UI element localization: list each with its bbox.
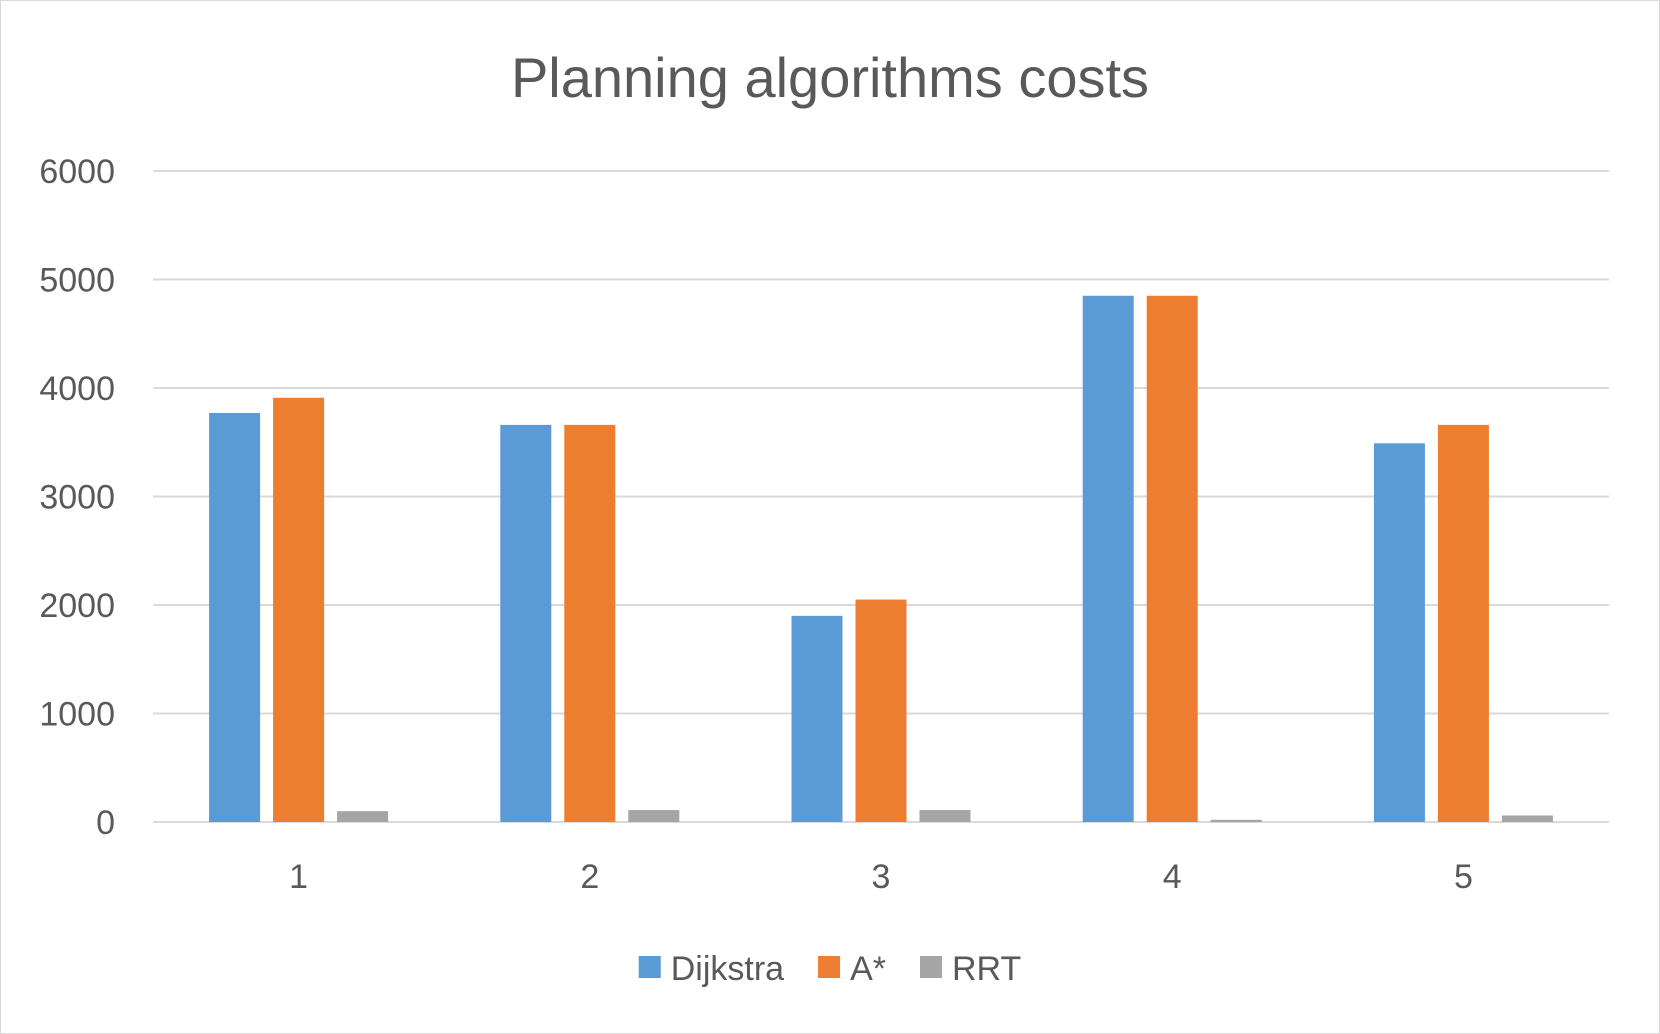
legend-label: Dijkstra (671, 950, 784, 988)
x-tick-label: 4 (1163, 858, 1182, 896)
legend-swatch (638, 956, 661, 978)
bar-rrt-5 (1501, 815, 1553, 822)
bar-dijkstra-4 (1082, 295, 1134, 822)
bar-rrt-3 (919, 810, 971, 822)
x-tick-label: 3 (872, 858, 891, 896)
y-tick-label: 6000 (39, 153, 115, 191)
legend: Dijkstra A* RRT (638, 950, 1021, 988)
bar-rrt-2 (628, 810, 680, 822)
legend-label: RRT (952, 950, 1021, 988)
x-tick-label: 1 (289, 858, 308, 896)
x-axis-ticks: 1 2 3 4 5 (289, 858, 1473, 896)
y-tick-label: 2000 (39, 587, 115, 625)
bar-a-3 (855, 599, 907, 822)
legend-swatch (818, 956, 841, 978)
y-tick-label: 5000 (39, 262, 115, 300)
x-tick-label: 2 (580, 858, 599, 896)
y-tick-label: 0 (96, 804, 115, 842)
bar-a-5 (1437, 424, 1489, 822)
chart-title: Planning algorithms costs (511, 46, 1149, 109)
legend-item-rrt: RRT (920, 950, 1021, 988)
bar-dijkstra-2 (500, 424, 552, 822)
bar-a-4 (1146, 295, 1198, 822)
bar-dijkstra-5 (1373, 443, 1425, 822)
legend-item-a: A* (818, 950, 886, 988)
bars (209, 295, 1553, 822)
bar-dijkstra-3 (791, 615, 843, 822)
y-axis-ticks: 0 1000 2000 3000 4000 5000 6000 (39, 153, 115, 842)
y-tick-label: 3000 (39, 479, 115, 517)
legend-label: A* (850, 950, 886, 988)
bar-a-2 (564, 424, 616, 822)
legend-swatch (920, 956, 942, 978)
x-tick-label: 5 (1454, 858, 1473, 896)
bar-dijkstra-1 (209, 412, 261, 822)
y-tick-label: 4000 (39, 370, 115, 408)
bar-rrt-4 (1210, 819, 1262, 822)
legend-item-dijkstra: Dijkstra (638, 950, 784, 988)
bar-a-1 (273, 397, 325, 822)
bar-rrt-1 (337, 811, 389, 822)
y-tick-label: 1000 (39, 696, 115, 734)
